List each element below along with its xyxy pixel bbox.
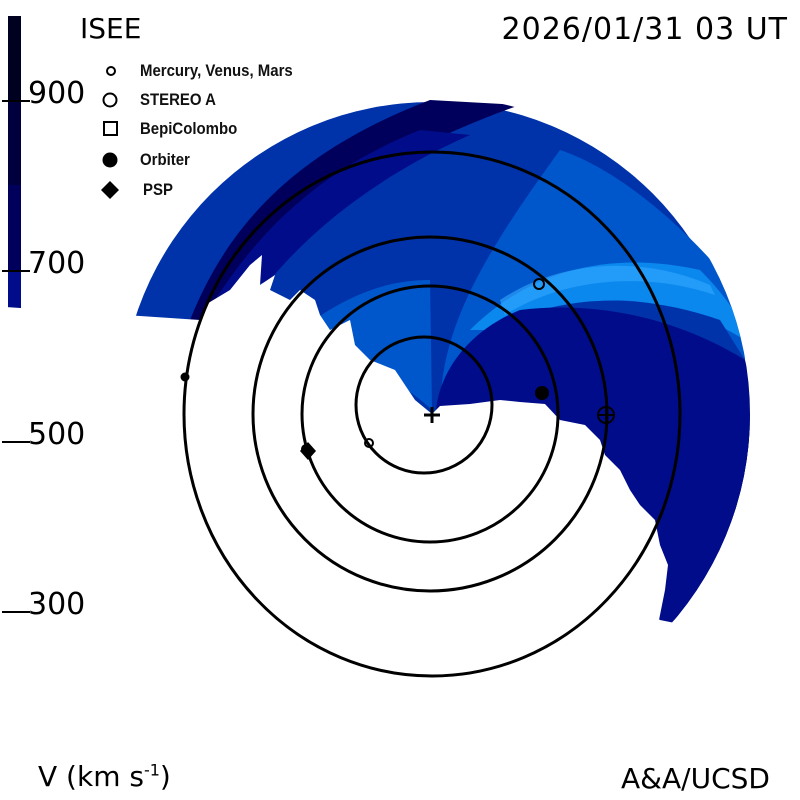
colorbar-units-label: V (km s-1): [38, 760, 171, 793]
venus-orbit: [300, 284, 560, 544]
timestamp: 2026/01/31 03 UT: [501, 12, 788, 47]
stereo-a-marker: [533, 278, 545, 290]
mars-orbit: [182, 150, 682, 678]
chart-title: ISEE: [80, 12, 142, 45]
legend-open-circle-icon: [102, 92, 118, 108]
no-data-region: [0, 255, 800, 800]
colorbar-tick-700: [2, 270, 30, 272]
legend-symbols: [101, 66, 119, 199]
legend-item-psp: PSP: [143, 180, 173, 199]
mars-marker: [180, 372, 190, 382]
legend-filled-diamond-icon: [101, 181, 119, 199]
earth-marker: [597, 406, 615, 424]
credit-label: A&A/UCSD: [621, 762, 770, 795]
legend-item-stereo-a: STEREO A: [140, 90, 216, 109]
legend-filled-circle-icon: [102, 152, 118, 168]
sun-marker: [424, 407, 440, 423]
colorbar-tick-500: [2, 441, 30, 443]
mercury-marker: [364, 438, 374, 448]
legend-item-bepicolombo: BepiColombo: [140, 119, 238, 138]
orbiter-marker: [535, 386, 549, 400]
legend-item-planets: Mercury, Venus, Mars: [140, 61, 293, 80]
mercury-orbit: [354, 335, 494, 475]
psp-marker: [300, 442, 316, 460]
colorbar-tick-900: [2, 100, 30, 102]
colorbar-label-300: 300: [28, 587, 86, 622]
legend-item-orbiter: Orbiter: [140, 150, 190, 169]
colorbar-tick-300: [2, 611, 30, 613]
legend-small-circle-icon: [106, 66, 116, 76]
colorbar-label-700: 700: [28, 246, 86, 281]
colorbar-label-500: 500: [28, 417, 86, 452]
colorbar-label-900: 900: [28, 76, 86, 111]
legend-open-square-icon: [103, 121, 118, 136]
